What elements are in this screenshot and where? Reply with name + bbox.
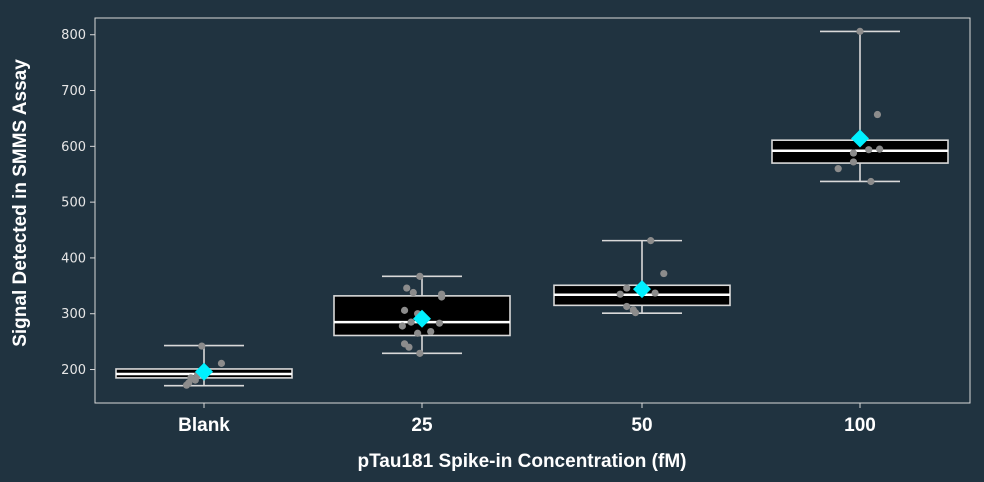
box-series (115, 30, 949, 387)
data-point (623, 284, 631, 292)
data-point (198, 342, 206, 350)
data-point (435, 319, 444, 327)
box-50 (553, 239, 731, 314)
x-axis: Blank 25 50 100 (178, 403, 876, 436)
data-point (427, 327, 435, 336)
data-point (409, 288, 417, 297)
x-tick-label: Blank (178, 415, 230, 436)
y-tick-label: 400 (61, 251, 86, 266)
mean-series (195, 129, 869, 381)
data-point (834, 165, 842, 173)
data-point (438, 293, 446, 301)
data-point (403, 284, 411, 292)
data-point (651, 289, 659, 297)
y-tick-label: 800 (61, 28, 86, 43)
data-point (849, 149, 858, 157)
y-axis-title: Signal Detected in SMMS Assay (10, 59, 31, 347)
y-tick-label: 600 (61, 140, 86, 155)
y-tick-label: 200 (61, 363, 86, 378)
data-point (631, 309, 640, 317)
data-point (416, 349, 424, 357)
data-point (660, 269, 668, 278)
box-100 (771, 30, 949, 183)
x-axis-title: pTau181 Spike-in Concentration (fM) (357, 451, 686, 472)
data-point (398, 322, 406, 330)
data-point (400, 306, 409, 314)
data-point (647, 237, 655, 245)
data-point (414, 329, 422, 337)
y-tick-label: 700 (61, 84, 86, 99)
y-tick-label: 500 (61, 196, 86, 211)
x-tick-label: 50 (631, 415, 652, 436)
x-tick-label: 100 (844, 415, 876, 436)
data-point (217, 359, 226, 367)
mean-marker (195, 362, 213, 381)
mean-marker (633, 280, 651, 299)
data-point (416, 272, 424, 280)
data-point (849, 158, 858, 166)
data-point (623, 302, 631, 311)
data-point (182, 381, 191, 389)
data-point (407, 318, 415, 326)
data-point (405, 343, 413, 351)
y-axis: 200 300 400 500 600 700 800 (61, 28, 95, 378)
mean-marker (851, 129, 869, 148)
plot-area (94, 17, 971, 404)
data-point (856, 27, 864, 35)
y-tick-label: 300 (61, 307, 86, 322)
data-point (876, 145, 884, 153)
data-point (616, 290, 624, 298)
data-point (865, 146, 873, 154)
mean-marker (413, 309, 431, 328)
data-point (867, 177, 875, 186)
point-series (182, 27, 884, 389)
x-tick-label: 25 (411, 415, 433, 436)
data-point (873, 110, 882, 119)
